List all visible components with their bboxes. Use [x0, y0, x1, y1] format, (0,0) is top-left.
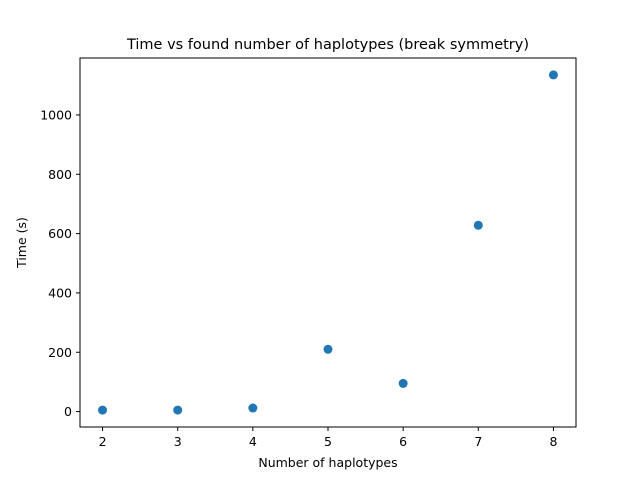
chart-title: Time vs found number of haplotypes (brea…	[126, 37, 529, 53]
x-tick-label: 2	[99, 434, 107, 449]
x-tick-label: 7	[474, 434, 482, 449]
y-axis-ticks: 0 200 400 600 800 1000	[40, 107, 80, 419]
x-tick-label: 5	[324, 434, 332, 449]
y-tick-label: 200	[48, 345, 72, 360]
data-point	[398, 378, 408, 388]
x-tick-label: 3	[174, 434, 182, 449]
y-tick-label: 0	[64, 404, 72, 419]
y-tick-label: 600	[48, 226, 72, 241]
data-point	[98, 405, 108, 415]
data-point	[173, 405, 183, 415]
plot-area-frame	[79, 57, 577, 428]
y-tick-label: 800	[48, 167, 72, 182]
y-tick-label: 1000	[40, 107, 72, 122]
data-point	[323, 344, 333, 354]
y-axis-label: Time (s)	[14, 217, 29, 269]
x-tick-label: 8	[549, 434, 557, 449]
y-tick-label: 400	[48, 285, 72, 300]
x-tick-label: 4	[249, 434, 257, 449]
data-point	[548, 70, 558, 80]
data-points	[98, 70, 558, 415]
x-tick-label: 6	[399, 434, 407, 449]
x-axis-label: Number of haplotypes	[258, 455, 397, 470]
x-axis-ticks: 2 3 4 5 6 7 8	[99, 427, 557, 449]
data-point	[248, 403, 258, 413]
data-point	[473, 220, 483, 230]
